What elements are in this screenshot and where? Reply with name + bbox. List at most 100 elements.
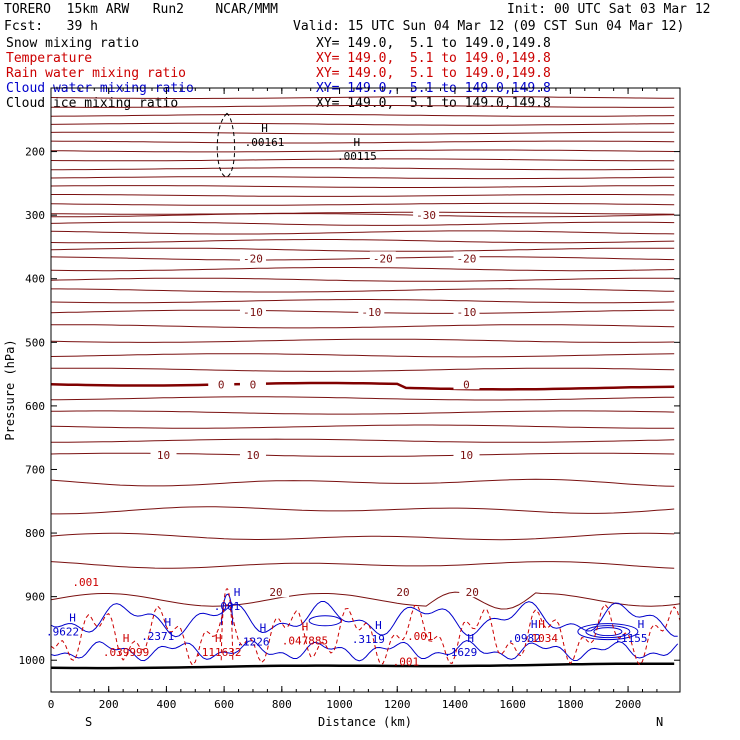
- contour-label-bg: [390, 585, 417, 598]
- y-tick-label: 1000: [19, 654, 46, 667]
- contour-label-bg: [453, 304, 480, 317]
- legend-xy-temperature: XY= 149.0, 5.1 to 149.0,149.8: [316, 51, 551, 66]
- cloud-water-max-marker: H: [260, 622, 267, 635]
- contour-label--10: -10: [361, 306, 381, 319]
- isotherm-upper: [50, 185, 675, 188]
- cloud-water-max-marker: H: [638, 618, 645, 631]
- x-tick-label: 0: [48, 698, 55, 711]
- isotherm: [50, 267, 675, 272]
- isotherm-upper: [50, 105, 675, 108]
- isotherm: [51, 438, 675, 443]
- snow-max-value: .00115: [337, 150, 377, 163]
- y-tick-label: 600: [25, 400, 45, 413]
- isotherm-upper: [50, 176, 675, 180]
- isotherm: [51, 213, 675, 218]
- contour-label-20: 20: [269, 586, 282, 599]
- cloud-water-max-value: .1155: [614, 632, 647, 645]
- x-tick-label: 2000: [615, 698, 642, 711]
- isotherm: [51, 288, 675, 293]
- cloud-water-core: [585, 625, 631, 639]
- contour-label--20: -20: [457, 252, 477, 265]
- plot-frame: [50, 87, 681, 693]
- cloud-water-contour-bottom: [50, 640, 679, 662]
- cloud-water-core-outer: [577, 623, 639, 641]
- surface-line: [50, 662, 675, 670]
- y-tick-label: 700: [25, 463, 45, 476]
- contour-label-20: 20: [396, 586, 409, 599]
- contour-label-bg: [459, 585, 486, 598]
- x-left-end-label: S: [85, 715, 92, 729]
- contour-label--30: -30: [416, 209, 436, 222]
- contour-label-10: 10: [246, 449, 259, 462]
- rain-max-value: .001: [407, 630, 434, 643]
- x-tick-label: 1200: [384, 698, 411, 711]
- x-tick-label: 1800: [557, 698, 584, 711]
- snow-max-value: .00161: [245, 136, 285, 149]
- legend-xy-rain: XY= 149.0, 5.1 to 149.0,149.8: [316, 66, 551, 81]
- contour-label-bg: [208, 377, 235, 390]
- isotherm: [50, 299, 675, 304]
- rain-max-value: .047885: [282, 634, 328, 647]
- x-tick-label: 200: [99, 698, 119, 711]
- rain-max-value: .039999: [103, 646, 149, 659]
- contour-label-bg: [413, 208, 440, 221]
- x-tick-label: 1600: [499, 698, 526, 711]
- cloud-water-max-marker: H: [531, 618, 538, 631]
- isotherm: [51, 396, 675, 401]
- isotherm-20: [50, 591, 681, 610]
- contour-label--10: -10: [243, 306, 263, 319]
- rain-max-marker: H: [215, 632, 222, 645]
- legend-label-rain: Rain water mixing ratio: [6, 66, 187, 81]
- cloud-water-max-marker: H: [375, 619, 382, 632]
- y-tick-label: 500: [25, 336, 45, 349]
- contour-label-bg: [263, 585, 290, 598]
- legend-xy-snow: XY= 149.0, 5.1 to 149.0,149.8: [316, 36, 551, 51]
- isotherm-upper: [51, 194, 675, 197]
- contour-label-bg: [358, 304, 385, 317]
- x-right-end-label: N: [656, 715, 663, 729]
- isotherm-upper: [50, 211, 675, 215]
- cloud-water-max-value: .1226: [236, 636, 269, 649]
- rain-max-value: .1034: [525, 632, 558, 645]
- contour-label-bg: [369, 251, 396, 264]
- isotherm: [51, 506, 675, 515]
- isotherm-upper: [50, 96, 675, 99]
- x-tick-label: 1400: [442, 698, 469, 711]
- x-tick-label: 800: [272, 698, 292, 711]
- contour-label-bg: [453, 251, 480, 264]
- cloud-water-max-marker: H: [467, 632, 474, 645]
- cloud-water-max-value: .001: [214, 600, 241, 613]
- header-init: Init: 00 UTC Sat 03 Mar 12: [507, 2, 711, 17]
- x-tick-label: 1000: [326, 698, 353, 711]
- isotherm-upper: [50, 131, 675, 135]
- rain-plume: [220, 588, 234, 661]
- isotherm: [51, 324, 675, 329]
- contour-label-bg: [239, 377, 266, 390]
- y-tick-label: 400: [25, 273, 45, 286]
- header-model: TORERO 15km ARW Run2 NCAR/MMM: [4, 2, 278, 17]
- rain-max-marker: H: [302, 620, 309, 633]
- isotherm: [50, 277, 675, 282]
- cloud-water-plume: [220, 593, 234, 626]
- header-forecast: Fcst: 39 h: [4, 19, 98, 34]
- y-tick-label: 200: [25, 146, 45, 159]
- cloud-water-max-marker: H: [164, 616, 171, 629]
- cloud-water-max-value: .2371: [141, 630, 174, 643]
- rain-max-value: .001: [393, 655, 420, 668]
- rain-max-value: .001: [72, 576, 99, 589]
- isotherm-upper: [50, 149, 675, 153]
- contour-label--20: -20: [243, 252, 263, 265]
- isotherm: [50, 532, 675, 541]
- rain-contour: [50, 603, 681, 666]
- contour-label-0: 0: [218, 378, 225, 391]
- contour-label-10: 10: [157, 449, 170, 462]
- isotherm: [50, 230, 675, 235]
- cloud-water-cell: [308, 615, 342, 627]
- isotherm: [50, 561, 675, 569]
- y-tick-label: 800: [25, 527, 45, 540]
- contour-label-bg: [239, 304, 266, 317]
- isotherm: [50, 478, 675, 487]
- contour-label-bg: [239, 251, 266, 264]
- isotherm: [50, 221, 675, 226]
- contour-label-0: 0: [250, 378, 257, 391]
